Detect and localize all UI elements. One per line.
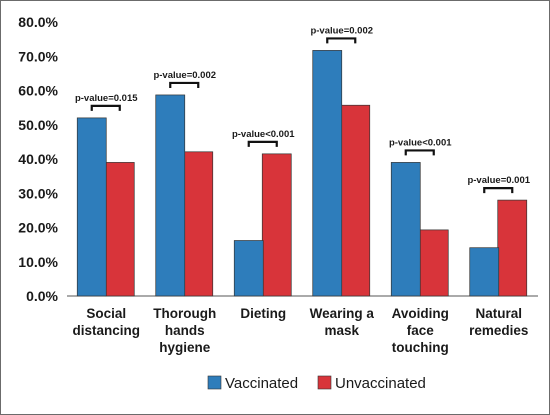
legend-label-vaccinated: Vaccinated: [225, 375, 298, 392]
p-value-label: p-value=0.001: [467, 175, 530, 186]
bar-vaccinated: [76, 117, 107, 297]
p-value-label: p-value=0.002: [310, 25, 373, 36]
category-labels: Social distancing Thorough hands hygiene Diet…: [72, 306, 528, 355]
bars: [76, 50, 528, 297]
p-value-bracket: [483, 187, 514, 194]
bar-unvaccinated: [340, 104, 371, 297]
bar-unvaccinated: [183, 151, 214, 297]
category-label: face: [407, 323, 435, 338]
p-value-bracket: [90, 104, 121, 111]
y-axis: 0.0% 10.0% 20.0% 30.0% 40.0% 50.0% 60.0% 70.0% 8…: [18, 14, 538, 304]
p-value-label: p-value<0.001: [389, 137, 452, 148]
bar-vaccinated: [155, 94, 186, 297]
bar-unvaccinated: [497, 199, 528, 297]
p-value-label: p-value<0.001: [232, 129, 295, 140]
y-tick-label: 70.0%: [18, 48, 58, 64]
bar-vaccinated: [233, 240, 264, 297]
bar-vaccinated: [390, 162, 421, 297]
bar-unvaccinated: [261, 153, 292, 297]
bar-unvaccinated: [418, 229, 449, 297]
y-tick-label: 20.0%: [18, 220, 58, 236]
category-label: mask: [324, 323, 359, 338]
legend: Vaccinated Unvaccinated: [207, 375, 426, 392]
legend-swatch-unvaccinated: [317, 375, 332, 390]
legend-label-unvaccinated: Unvaccinated: [335, 375, 426, 392]
y-tick-label: 40.0%: [18, 151, 58, 167]
p-value-label: p-value=0.015: [75, 93, 138, 104]
category-label: Wearing a: [310, 306, 375, 321]
p-value-bracket: [169, 81, 200, 88]
category-label: Dieting: [240, 306, 286, 321]
category-label: hygiene: [159, 340, 211, 355]
bar-vaccinated: [312, 50, 343, 297]
bar-unvaccinated: [104, 162, 135, 297]
y-tick-label: 50.0%: [18, 117, 58, 133]
y-tick-label: 10.0%: [18, 254, 58, 270]
category-label: Social: [86, 306, 126, 321]
category-label: remedies: [469, 323, 528, 338]
category-label: Natural: [475, 306, 522, 321]
legend-swatch-vaccinated: [207, 375, 222, 390]
category-label: touching: [392, 340, 449, 355]
y-tick-label: 0.0%: [26, 288, 58, 304]
p-value-bracket: [247, 140, 278, 147]
p-value-bracket: [326, 37, 357, 44]
bar-vaccinated: [469, 247, 500, 297]
category-label: distancing: [72, 323, 140, 338]
p-value-bracket: [404, 149, 435, 156]
category-label: Thorough: [153, 306, 216, 321]
p-value-label: p-value=0.002: [153, 70, 216, 81]
y-tick-label: 30.0%: [18, 185, 58, 201]
y-tick-label: 60.0%: [18, 83, 58, 99]
category-label: Avoiding: [392, 306, 449, 321]
p-value-annotations: p-value=0.015 p-value=0.002 p-value<0.001 p…: [75, 25, 531, 194]
y-tick-label: 80.0%: [18, 14, 58, 30]
category-label: hands: [165, 323, 205, 338]
